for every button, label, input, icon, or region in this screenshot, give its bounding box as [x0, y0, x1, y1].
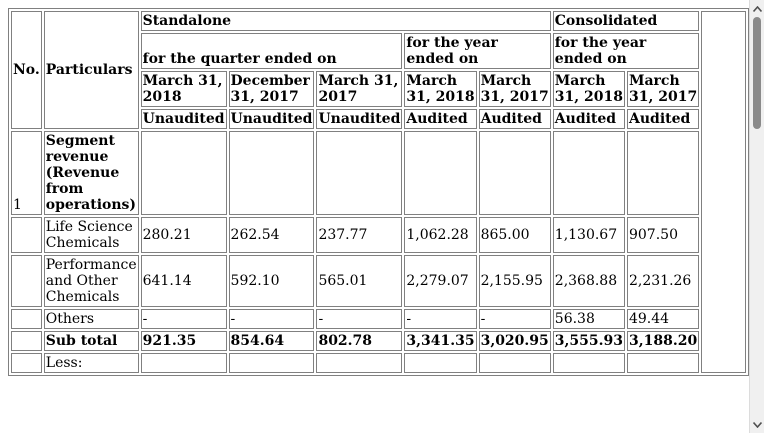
audit-status: Unaudited: [316, 109, 403, 129]
value-cell: 565.01: [316, 255, 403, 307]
row-number: [11, 309, 42, 329]
value-cell: 280.21: [140, 217, 227, 253]
group-header-standalone: Standalone: [140, 11, 551, 31]
row-number: [11, 331, 42, 351]
value-cell: -: [478, 309, 551, 329]
chevron-down-icon: [753, 421, 762, 428]
value-cell: 49.44: [626, 309, 700, 329]
audit-status: Audited: [404, 109, 477, 129]
row-number: [11, 353, 42, 373]
row-label: Less:: [43, 353, 139, 373]
value-cell: 854.64: [228, 331, 315, 351]
table-row-performance: Performance and Other Chemicals 641.14 5…: [11, 255, 746, 307]
header-row-1: No. Particulars Standalone Consolidated: [11, 11, 746, 373]
period-header: March 31, 2018: [552, 71, 625, 107]
period-header: March 31, 2017: [316, 71, 403, 107]
value-cell: 2,231.26: [626, 255, 700, 307]
value-cell: [478, 353, 551, 373]
value-cell: 3,188.20: [626, 331, 700, 351]
table-row-subtotal: Sub total 921.35 854.64 802.78 3,341.35 …: [11, 331, 746, 351]
value-cell: [552, 353, 625, 373]
value-cell: [228, 131, 315, 215]
empty-right-column: [701, 11, 746, 373]
row-label: Others: [43, 309, 139, 329]
value-cell: -: [140, 309, 227, 329]
scroll-down-button[interactable]: [750, 416, 764, 433]
value-cell: [478, 131, 551, 215]
value-cell: 1,062.28: [404, 217, 477, 253]
col-header-particulars: Particulars: [43, 11, 139, 129]
header-row-audit: Unaudited Unaudited Unaudited Audited Au…: [11, 109, 746, 129]
col-header-no: No.: [11, 11, 42, 129]
subheader-quarter-ended: for the quarter ended on: [140, 33, 403, 69]
table-row-less: Less:: [11, 353, 746, 373]
value-cell: [140, 131, 227, 215]
chevron-up-icon: [753, 5, 762, 12]
row-number: 1: [11, 131, 42, 215]
value-cell: 56.38: [552, 309, 625, 329]
audit-status: Unaudited: [228, 109, 315, 129]
row-label: Life Science Chemicals: [43, 217, 139, 253]
period-header: March 31, 2018: [404, 71, 477, 107]
header-row-periods: March 31, 2018 December 31, 2017 March 3…: [11, 71, 746, 107]
value-cell: 2,368.88: [552, 255, 625, 307]
period-header: December 31, 2017: [228, 71, 315, 107]
period-header: March 31, 2017: [626, 71, 700, 107]
vertical-scrollbar[interactable]: [749, 0, 764, 433]
value-cell: 802.78: [316, 331, 403, 351]
audit-status: Unaudited: [140, 109, 227, 129]
scroll-up-button[interactable]: [750, 0, 764, 17]
value-cell: [626, 353, 700, 373]
period-header: March 31, 2017: [478, 71, 551, 107]
value-cell: 3,020.95: [478, 331, 551, 351]
value-cell: 907.50: [626, 217, 700, 253]
row-label: Sub total: [43, 331, 139, 351]
period-header: March 31, 2018: [140, 71, 227, 107]
table-row-others: Others - - - - - 56.38 49.44: [11, 309, 746, 329]
value-cell: [316, 353, 403, 373]
value-cell: [140, 353, 227, 373]
value-cell: -: [228, 309, 315, 329]
group-header-consolidated: Consolidated: [552, 11, 700, 31]
value-cell: [552, 131, 625, 215]
header-row-2: for the quarter ended on for the year en…: [11, 33, 746, 69]
value-cell: 2,155.95: [478, 255, 551, 307]
table-row-life-science: Life Science Chemicals 280.21 262.54 237…: [11, 217, 746, 253]
value-cell: 592.10: [228, 255, 315, 307]
audit-status: Audited: [478, 109, 551, 129]
value-cell: 1,130.67: [552, 217, 625, 253]
table-row-segment-revenue: 1 Segment revenue (Revenue from operatio…: [11, 131, 746, 215]
value-cell: [404, 131, 477, 215]
value-cell: -: [404, 309, 477, 329]
value-cell: 2,279.07: [404, 255, 477, 307]
value-cell: -: [316, 309, 403, 329]
row-number: [11, 217, 42, 253]
subheader-consolidated-year-ended: for the year ended on: [552, 33, 700, 69]
value-cell: [228, 353, 315, 373]
audit-status: Audited: [626, 109, 700, 129]
scrollbar-thumb[interactable]: [753, 17, 761, 129]
value-cell: 3,555.93: [552, 331, 625, 351]
value-cell: [404, 353, 477, 373]
audit-status: Audited: [552, 109, 625, 129]
subheader-year-ended: for the year ended on: [404, 33, 551, 69]
value-cell: 262.54: [228, 217, 315, 253]
row-number: [11, 255, 42, 307]
value-cell: 641.14: [140, 255, 227, 307]
row-label: Segment revenue (Revenue from operations…: [43, 131, 139, 215]
value-cell: 237.77: [316, 217, 403, 253]
value-cell: 865.00: [478, 217, 551, 253]
value-cell: [316, 131, 403, 215]
row-label: Performance and Other Chemicals: [43, 255, 139, 307]
value-cell: 3,341.35: [404, 331, 477, 351]
value-cell: 921.35: [140, 331, 227, 351]
value-cell: [626, 131, 700, 215]
segment-results-table: No. Particulars Standalone Consolidated …: [8, 8, 749, 376]
